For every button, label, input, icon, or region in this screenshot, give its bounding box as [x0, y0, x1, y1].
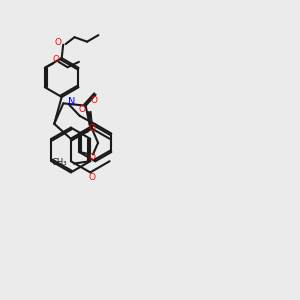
Text: O: O [79, 105, 86, 114]
Text: O: O [88, 173, 95, 182]
Text: O: O [54, 38, 61, 47]
Text: O: O [53, 55, 60, 64]
Text: CH₃: CH₃ [52, 158, 67, 167]
Text: O: O [91, 96, 98, 105]
Text: O: O [89, 153, 96, 162]
Text: O: O [89, 124, 96, 133]
Text: N: N [68, 97, 75, 107]
